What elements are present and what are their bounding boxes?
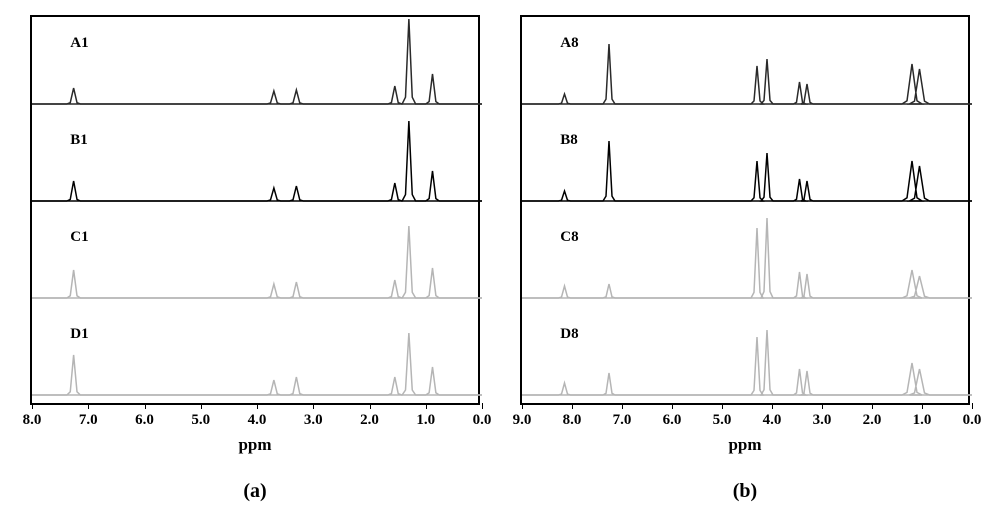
x-tick-label: 3.0 — [813, 412, 832, 429]
spectrum-svg — [32, 308, 478, 405]
spectrum-trace — [32, 121, 482, 201]
spectrum-row: D8 — [522, 308, 968, 405]
subcaption-a: (a) — [243, 480, 266, 503]
x-tick — [972, 403, 973, 409]
x-tick-label: 2.0 — [360, 412, 379, 429]
x-axis-label-b: ppm — [728, 435, 761, 455]
spectrum-trace — [522, 330, 972, 395]
x-tick-label: 3.0 — [304, 412, 323, 429]
x-tick-label: 4.0 — [763, 412, 782, 429]
spectrum-svg — [522, 308, 968, 405]
x-tick-label: 1.0 — [416, 412, 435, 429]
plot-area-b: 9.08.07.06.05.04.03.02.01.00.0A8B8C8D8 — [520, 15, 970, 405]
x-tick-label: 8.0 — [23, 412, 42, 429]
spectrum-svg — [32, 211, 478, 308]
x-tick-label: 5.0 — [191, 412, 210, 429]
spectrum-trace — [522, 44, 972, 104]
spectrum-row: B1 — [32, 114, 478, 211]
spectrum-trace — [522, 141, 972, 201]
x-tick-label: 6.0 — [135, 412, 154, 429]
x-tick-label: 6.0 — [663, 412, 682, 429]
spectrum-trace — [522, 218, 972, 298]
spectrum-svg — [522, 114, 968, 211]
spectrum-row: A1 — [32, 17, 478, 114]
x-tick-label: 0.0 — [473, 412, 492, 429]
plot-area-a: 8.07.06.05.04.03.02.01.00.0A1B1C1D1 — [30, 15, 480, 405]
spectrum-row: C8 — [522, 211, 968, 308]
x-tick-label: 2.0 — [863, 412, 882, 429]
subcaption-b: (b) — [733, 480, 757, 503]
x-tick-label: 7.0 — [79, 412, 98, 429]
spectrum-row: D1 — [32, 308, 478, 405]
x-tick-label: 1.0 — [913, 412, 932, 429]
spectrum-svg — [32, 114, 478, 211]
spectrum-row: B8 — [522, 114, 968, 211]
spectrum-trace — [32, 333, 482, 395]
x-tick-label: 7.0 — [613, 412, 632, 429]
x-tick-label: 5.0 — [713, 412, 732, 429]
x-tick-label: 9.0 — [513, 412, 532, 429]
spectrum-svg — [522, 17, 968, 114]
x-tick-label: 0.0 — [963, 412, 982, 429]
spectrum-row: C1 — [32, 211, 478, 308]
spectrum-row: A8 — [522, 17, 968, 114]
spectrum-svg — [32, 17, 478, 114]
x-tick-label: 8.0 — [563, 412, 582, 429]
x-axis-label-a: ppm — [238, 435, 271, 455]
spectrum-trace — [32, 19, 482, 104]
x-tick — [482, 403, 483, 409]
spectrum-svg — [522, 211, 968, 308]
nmr-figure: 8.07.06.05.04.03.02.01.00.0A1B1C1D1 ppm … — [0, 0, 1000, 519]
spectrum-trace — [32, 226, 482, 298]
x-tick-label: 4.0 — [248, 412, 267, 429]
